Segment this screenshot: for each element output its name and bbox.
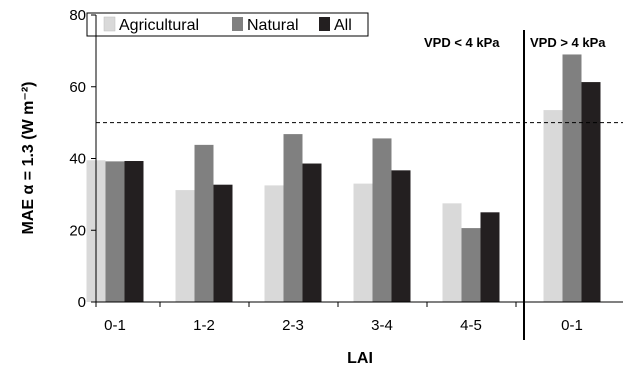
bar-agricultural-3: [353, 183, 373, 302]
x-tick-label: 3-4: [371, 317, 393, 334]
legend-box: [86, 12, 369, 37]
bar-all-4: [480, 212, 500, 302]
bar-natural-4: [461, 228, 481, 302]
bars-layer: [86, 54, 601, 303]
axes-layer: 0 20 40 60 80 0-1 1-2 2-3 3-4 4-5 0-1: [69, 7, 623, 340]
y-tick-label: 20: [69, 222, 86, 239]
legend-swatch-natural: [232, 17, 243, 31]
y-tick-label: 60: [69, 79, 86, 96]
y-tick-label: 80: [69, 7, 86, 24]
bar-natural-1: [194, 144, 214, 302]
y-tick-label: 0: [78, 294, 86, 311]
annotation-vpd-low: VPD < 4 kPa: [424, 35, 500, 50]
legend-swatch-all: [319, 17, 330, 31]
bar-natural-0: [105, 161, 125, 302]
x-tick-label: 4-5: [460, 317, 482, 334]
x-tick-label: 2-3: [282, 317, 304, 334]
bar-natural-5: [562, 54, 582, 303]
legend-swatch-agricultural: [103, 16, 116, 32]
bar-all-1: [213, 184, 233, 302]
legend-label-natural: Natural: [247, 17, 299, 34]
bar-agricultural-4: [442, 203, 462, 302]
bar-all-2: [302, 163, 322, 302]
bar-natural-2: [283, 134, 303, 302]
bar-all-3: [391, 170, 411, 302]
bar-all-5: [581, 82, 601, 303]
annotation-vpd-high: VPD > 4 kPa: [530, 35, 606, 50]
bar-agricultural-5: [543, 110, 563, 302]
y-axis-title: MAE α = 1.3 (W m⁻²): [20, 82, 37, 235]
bar-natural-3: [372, 138, 392, 302]
legend: Agricultural Natural All: [86, 12, 369, 37]
x-axis-title: LAI: [347, 350, 373, 367]
bar-all-0: [124, 161, 144, 302]
legend-label-all: All: [334, 17, 352, 34]
y-tick-label: 40: [69, 151, 86, 168]
bar-agricultural-2: [264, 185, 284, 302]
x-tick-label: 1-2: [193, 317, 215, 334]
legend-label-agricultural: Agricultural: [119, 17, 199, 34]
x-tick-label: 0-1: [104, 317, 126, 334]
x-tick-label: 0-1: [561, 317, 583, 334]
bar-agricultural-1: [175, 190, 195, 302]
